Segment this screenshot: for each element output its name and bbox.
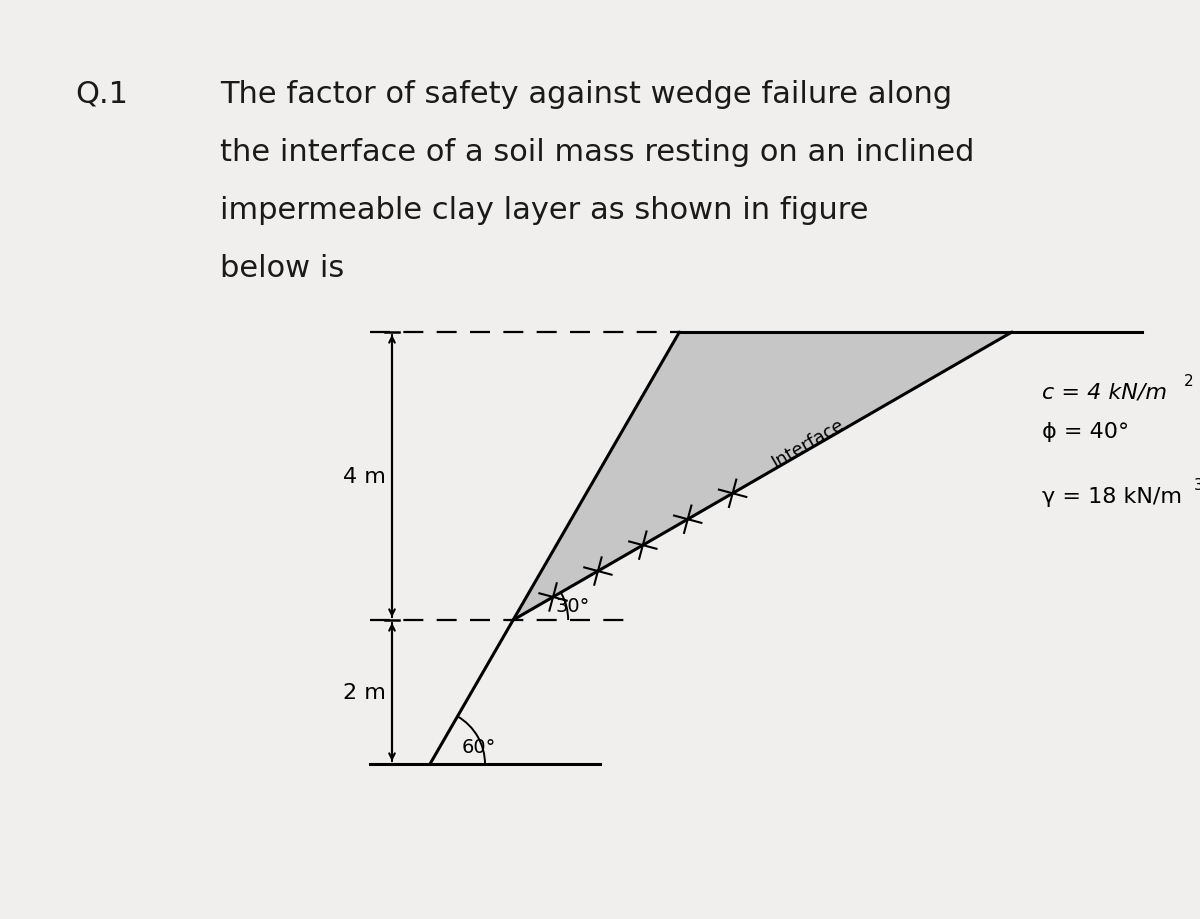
Text: 4 m: 4 m	[342, 467, 385, 486]
Polygon shape	[514, 333, 1012, 620]
Text: Q.1: Q.1	[76, 80, 128, 108]
Text: 2: 2	[1184, 374, 1194, 389]
Text: ϕ = 40°: ϕ = 40°	[1042, 422, 1129, 441]
Text: 3: 3	[1194, 478, 1200, 493]
Text: 2 m: 2 m	[342, 682, 385, 702]
Text: Interface: Interface	[768, 414, 847, 471]
Text: γ = 18 kN/m: γ = 18 kN/m	[1042, 486, 1182, 506]
Text: The factor of safety against wedge failure along: The factor of safety against wedge failu…	[220, 80, 952, 108]
Text: c = 4 kN/m: c = 4 kN/m	[1042, 381, 1166, 402]
Text: below is: below is	[220, 254, 344, 283]
Text: 30°: 30°	[556, 596, 589, 616]
Text: the interface of a soil mass resting on an inclined: the interface of a soil mass resting on …	[220, 138, 974, 167]
Text: 60°: 60°	[462, 737, 497, 756]
Text: impermeable clay layer as shown in figure: impermeable clay layer as shown in figur…	[220, 196, 869, 225]
